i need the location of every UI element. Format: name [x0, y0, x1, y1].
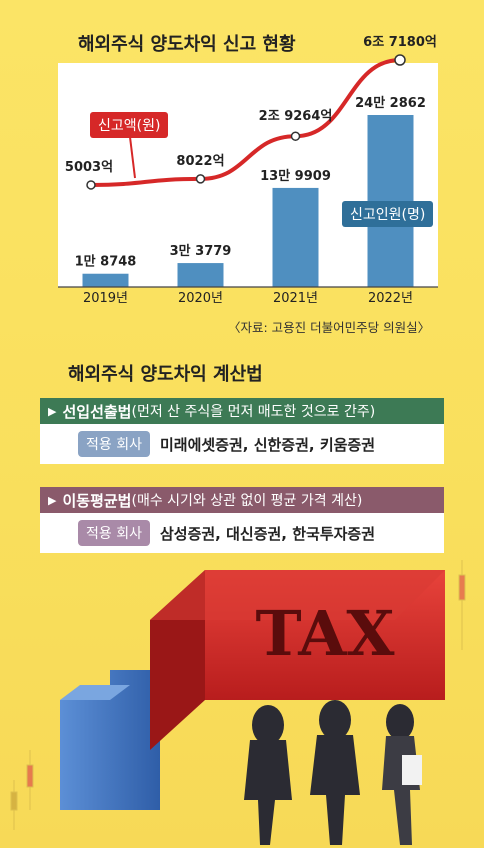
chart: 2019년 2020년 2021년 2022년 1만 8748 3만 3779 13만 9…	[58, 35, 438, 306]
bar-value-label: 3만 3779	[170, 243, 232, 259]
chart-title: 해외주식 양도차익 신고 현황	[78, 34, 296, 55]
bar-value-label: 13만 9909	[260, 168, 331, 184]
method-desc: (매수 시기와 상관 없이 평균 가격 계산)	[131, 493, 363, 509]
method-title: 해외주식 양도차익 계산법	[68, 364, 263, 385]
companies-list: 미래에셋증권, 신한증권, 키움증권	[159, 435, 376, 454]
x-tick-label: 2020년	[178, 291, 223, 306]
x-tick-label: 2022년	[368, 291, 413, 306]
line-point	[394, 54, 406, 66]
tax-text: TAX	[256, 597, 396, 670]
legend-line-series: 신고액(원)	[90, 112, 169, 138]
chevron-right-icon: ▶	[48, 404, 57, 418]
line-value-label: 8022억	[176, 154, 224, 169]
line-point	[195, 174, 206, 184]
method-header-fifo: ▶ 선입선출법 (먼저 산 주식을 먼저 매도한 것으로 간주)	[40, 398, 444, 424]
bar-value-label: 24만 2862	[355, 95, 426, 111]
bar-2020년	[177, 263, 224, 287]
bar-2019년	[82, 273, 129, 287]
method-header-moving-average: ▶ 이동평균법 (매수 시기와 상관 없이 평균 가격 계산)	[40, 487, 444, 513]
line-value-label: 6조 7180억	[363, 35, 437, 50]
method-box-moving-average: ▶ 이동평균법 (매수 시기와 상관 없이 평균 가격 계산) 적용 회사 삼성…	[40, 487, 444, 553]
method-name: 선입선출법	[62, 402, 132, 421]
applied-companies-badge: 적용 회사	[78, 431, 150, 457]
x-tick-label: 2021년	[273, 291, 318, 306]
bar-value-label: 1만 8748	[75, 254, 137, 270]
companies-list: 삼성증권, 대신증권, 한국투자증권	[159, 524, 376, 543]
x-tick-label: 2019년	[83, 291, 128, 306]
chevron-right-icon: ▶	[48, 493, 57, 507]
line-point	[86, 180, 96, 190]
source-note: 〈자료: 고용진 더불어민주당 의원실〉	[228, 320, 431, 335]
line-series	[90, 58, 401, 187]
applied-companies-badge: 적용 회사	[78, 520, 150, 546]
line-value-label: 5003억	[65, 160, 113, 175]
method-desc: (먼저 산 주식을 먼저 매도한 것으로 간주)	[131, 404, 376, 420]
bar-2021년	[272, 187, 319, 287]
line-value-label: 2조 9264억	[259, 109, 333, 124]
legend-connector	[129, 136, 136, 179]
legend-bar-series: 신고인원(명)	[342, 201, 434, 227]
tax-burden-illustration: TAX	[10, 560, 466, 845]
people-lifting	[244, 700, 422, 845]
method-name: 이동평균법	[62, 491, 132, 510]
line-point	[290, 131, 301, 141]
method-box-fifo: ▶ 선입선출법 (먼저 산 주식을 먼저 매도한 것으로 간주) 적용 회사 미…	[40, 398, 444, 464]
blue-stairs	[60, 670, 160, 810]
